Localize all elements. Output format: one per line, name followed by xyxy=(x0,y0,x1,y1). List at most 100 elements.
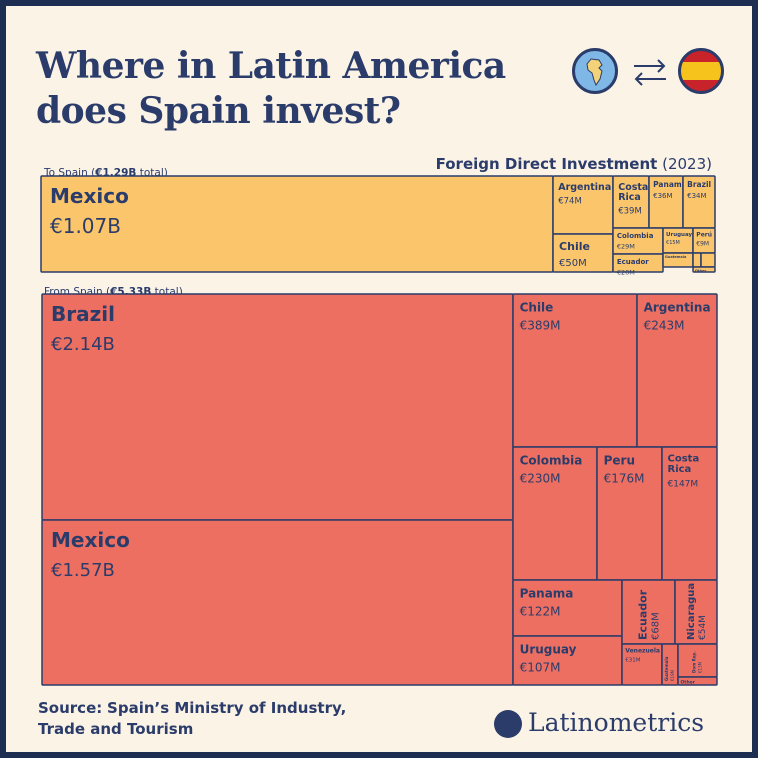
from-spain-country-label: Other xyxy=(680,680,695,686)
from-spain-cell: Colombia €230M xyxy=(512,446,598,581)
treemap-chart: Mexico€1.07BArgentina€74MChile€50MCostaR… xyxy=(40,175,718,686)
to-spain-cell xyxy=(692,252,702,268)
brand-logo: Latinometrics xyxy=(494,708,734,748)
from-spain-country-label: Ecuador xyxy=(637,589,650,640)
from-spain-country-label: Costa xyxy=(668,454,700,465)
to-spain-country-label: Mexico xyxy=(50,184,129,208)
to-spain-cell: Panamá €36M xyxy=(648,175,687,229)
to-spain-value-label: €39M xyxy=(618,207,642,217)
from-spain-cell: Nicaragua €54M xyxy=(674,579,718,645)
to-spain-rect xyxy=(692,252,702,268)
from-spain-value-label: €19M xyxy=(670,669,675,681)
from-spain-cell: Venezuela €31M xyxy=(621,643,663,686)
to-spain-cell xyxy=(700,252,716,268)
from-spain-value-label: €389M xyxy=(520,318,561,332)
from-spain-value-label: €13M xyxy=(698,661,703,673)
to-spain-country-label: Guatemala xyxy=(665,255,687,259)
from-spain-value-label: €122M xyxy=(520,604,561,618)
to-spain-value-label: €74M xyxy=(558,197,582,207)
to-spain-cell: Ecuador €20M xyxy=(612,253,664,276)
to-spain-country-label: Colombia xyxy=(617,232,654,240)
to-spain-cell: Guatemala xyxy=(662,252,694,268)
spain-flag-icon xyxy=(678,48,724,94)
subtitle-main: Foreign Direct Investment xyxy=(435,155,658,173)
globe-latin-america-icon xyxy=(572,48,618,94)
from-spain-country-label: Mexico xyxy=(51,528,130,552)
from-spain-value-label: €243M xyxy=(644,318,685,332)
to-spain-country-label: Ecuador xyxy=(617,258,649,266)
from-spain-country-label: Nicaragua xyxy=(686,583,697,640)
from-spain-value-label: €176M xyxy=(604,471,645,485)
to-spain-country-label: Costa xyxy=(618,182,648,193)
to-spain-value-label: €1.07B xyxy=(50,214,121,238)
to-spain-country-label: Argentina xyxy=(558,182,611,193)
to-spain-cell: Other xyxy=(692,266,716,273)
to-spain-value-label: €9M xyxy=(696,241,709,248)
to-spain-value-label: €29M xyxy=(617,242,635,250)
from-spain-cell: Brazil €2.14B xyxy=(41,293,514,521)
subtitle-year: (2023) xyxy=(662,155,712,173)
from-spain-country-label: Venezuela xyxy=(625,648,660,655)
from-spain-cell: Panama €122M xyxy=(512,579,623,637)
to-spain-country-label: Other xyxy=(695,269,707,273)
to-spain-value-label: €50M xyxy=(559,258,587,269)
source-note: Source: Spain’s Ministry of Industry, Tr… xyxy=(38,698,398,740)
from-spain-country-label: Chile xyxy=(520,300,554,314)
to-spain-cell: Brazil €34M xyxy=(682,175,716,229)
from-spain-value-label: €2.14B xyxy=(51,334,115,355)
from-spain-cell: Argentina €243M xyxy=(636,293,718,448)
to-spain-cell: Perú €9M xyxy=(692,227,716,254)
from-spain-rect xyxy=(41,293,514,521)
to-spain-rect xyxy=(692,266,716,273)
from-spain-value-label: €54M xyxy=(698,615,708,640)
to-spain-value-label: €20M xyxy=(617,268,635,276)
from-spain-country-label: Colombia xyxy=(520,453,583,467)
from-spain-value-label: €31M xyxy=(625,657,640,663)
to-spain-country-label: Chile xyxy=(559,240,590,253)
from-spain-cell: Other xyxy=(677,676,718,686)
from-spain-cell: Mexico €1.57B xyxy=(41,519,514,686)
from-spain-value-label: €147M xyxy=(668,480,699,490)
to-spain-country-label: Uruguay xyxy=(666,232,692,238)
to-spain-country-label: Panamá xyxy=(653,180,687,189)
from-spain-country-label: Guatemala xyxy=(664,656,669,681)
to-spain-cell: Argentina €74M xyxy=(552,175,614,235)
from-spain-cell: Dom Rep. €13M xyxy=(677,643,718,678)
source-text: Spain’s Ministry of Industry, Trade and … xyxy=(38,699,347,738)
from-spain-country-label: Brazil xyxy=(51,302,115,326)
to-spain-country-label: Brazil xyxy=(687,180,711,189)
to-spain-cell: Uruguay €15M xyxy=(662,227,694,254)
chart-subtitle: Foreign Direct Investment (2023) xyxy=(436,155,712,173)
source-prefix: Source: xyxy=(38,699,103,717)
from-spain-country-label: Argentina xyxy=(644,300,711,314)
to-spain-value-label: €34M xyxy=(687,192,706,200)
from-spain-value-label: €230M xyxy=(520,471,561,485)
from-spain-country-label: Rica xyxy=(668,464,692,475)
from-spain-country-label: Panama xyxy=(520,586,574,600)
from-spain-cell: Chile €389M xyxy=(512,293,638,448)
from-spain-rect xyxy=(512,293,638,448)
from-spain-country-label: Dom Rep. xyxy=(692,651,697,673)
from-spain-country-label: Peru xyxy=(604,453,635,467)
from-spain-value-label: €1.57B xyxy=(51,560,115,581)
from-spain-cell: Ecuador €68M xyxy=(621,579,676,645)
from-spain-value-label: €107M xyxy=(520,660,561,674)
latinometrics-logo-icon xyxy=(494,710,522,738)
infographic-frame: Where in Latin America does Spain invest… xyxy=(6,6,752,752)
to-spain-cell: Chile €50M xyxy=(552,233,614,273)
from-spain-rect xyxy=(677,676,718,686)
page-title: Where in Latin America does Spain invest… xyxy=(36,45,506,132)
from-spain-value-label: €68M xyxy=(651,612,662,640)
to-spain-rect xyxy=(700,252,716,268)
from-spain-country-label: Uruguay xyxy=(520,642,577,656)
to-spain-value-label: €36M xyxy=(653,192,672,200)
swap-arrows-icon xyxy=(630,56,670,88)
from-spain-cell: Peru €176M xyxy=(596,446,663,581)
to-spain-cell: Mexico €1.07B xyxy=(40,175,554,273)
to-spain-value-label: €15M xyxy=(666,240,680,246)
from-spain-cell: Uruguay €107M xyxy=(512,635,623,686)
from-spain-rect xyxy=(636,293,718,448)
to-spain-country-label: Rica xyxy=(618,192,641,203)
